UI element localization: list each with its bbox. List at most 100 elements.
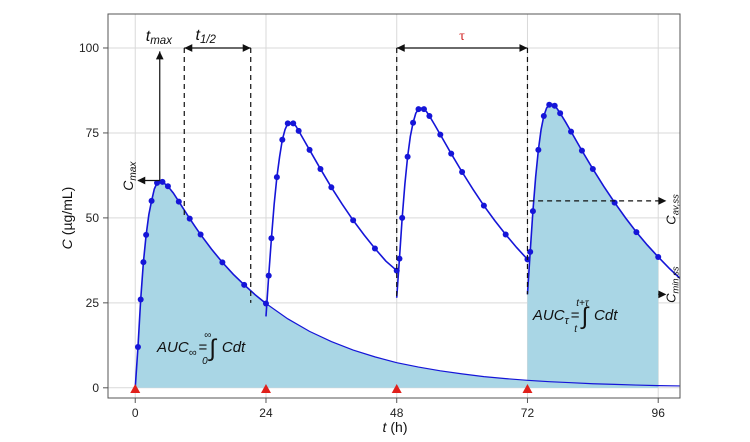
data-point (540, 112, 547, 119)
data-point (241, 281, 248, 288)
data-point (186, 215, 193, 222)
data-point (219, 259, 226, 266)
data-point (410, 119, 417, 126)
cav-ss-label: Cav,ss (664, 194, 681, 225)
data-point (140, 259, 147, 266)
auc-tau-formula-upper: t+τ (576, 298, 590, 309)
auc-infinity-formula-text: AUC∞ =∫ Cdt (156, 335, 246, 362)
x-tick-label: 72 (521, 406, 535, 420)
data-point (154, 179, 161, 186)
data-point (459, 169, 466, 176)
cmin-ss-label: Cmin,ss (664, 266, 681, 303)
dose-markers (130, 384, 533, 393)
data-point (137, 296, 144, 303)
data-point (527, 248, 534, 255)
x-tick-label: 48 (390, 406, 404, 420)
data-point (159, 178, 166, 185)
cmax-label: Cmax (120, 161, 139, 191)
data-point (317, 165, 324, 172)
auc-infinity-formula-upper: ∞ (204, 330, 211, 341)
t-half-label: t1/2 (195, 27, 216, 46)
plot-frame (107, 13, 681, 399)
cmin-ss-arrowhead (658, 290, 667, 299)
data-point (306, 146, 313, 153)
data-point (328, 184, 335, 191)
tau-label: τ (459, 29, 465, 44)
data-point (426, 112, 433, 119)
y-tick-label: 75 (86, 126, 100, 140)
axes: 0 24 48 72 96 0 25 50 75 100 (79, 13, 681, 420)
t-half-arrow-left (184, 44, 193, 52)
dose-marker (522, 384, 533, 393)
data-point (350, 217, 357, 224)
auc-infinity-formula-lower: 0 (202, 356, 208, 367)
data-point (529, 208, 536, 215)
data-point (164, 183, 171, 190)
data-point (273, 174, 280, 181)
data-point (420, 106, 427, 113)
y-tick-label: 50 (86, 211, 100, 225)
tmax-arrowhead (155, 51, 164, 60)
data-point (284, 120, 291, 127)
data-point (633, 229, 640, 236)
auc-tau-formula-text: AUCτ =∫ Cdt (532, 303, 618, 330)
tmax-label: tmax (146, 28, 173, 47)
series-line-2 (265, 121, 398, 317)
data-points (134, 101, 662, 351)
auc-tau-formula-lower: t (574, 324, 578, 335)
data-point (393, 267, 400, 274)
axis-labels: t (h) C (µg/mL) (59, 187, 408, 435)
y-axis-label: C (µg/mL) (59, 187, 75, 250)
dose-marker (130, 384, 141, 393)
x-tick-label: 96 (652, 406, 666, 420)
series-line-3 (395, 107, 529, 298)
data-point (502, 231, 509, 238)
data-point (399, 214, 406, 221)
data-point (290, 120, 297, 127)
x-axis-unit: (h) (390, 419, 407, 435)
x-tick-label: 24 (259, 406, 273, 420)
y-tick-label: 0 (92, 381, 99, 395)
data-point (265, 272, 272, 279)
data-point (134, 344, 141, 351)
data-point (480, 202, 487, 209)
data-point (143, 231, 150, 238)
data-point (295, 127, 302, 134)
data-point (546, 101, 553, 108)
dose-marker (391, 384, 402, 393)
auc-tau-region (527, 104, 659, 388)
data-point (404, 153, 411, 160)
data-point (415, 106, 422, 113)
data-point (578, 147, 585, 154)
cmax-arrowhead (137, 176, 146, 185)
data-point (371, 245, 378, 252)
data-point (568, 128, 575, 135)
data-point (448, 150, 455, 157)
x-axis-label: t (h) (382, 419, 407, 435)
data-point (535, 146, 542, 153)
y-axis-var: C (59, 238, 75, 249)
x-axis-var: t (382, 419, 387, 435)
x-tick-label: 0 (132, 406, 139, 420)
data-point (175, 198, 182, 205)
data-point (279, 136, 286, 143)
auc-infinity-region (135, 180, 659, 388)
auc-regions (135, 104, 659, 388)
tau-arrow-left (396, 44, 405, 52)
y-tick-label: 25 (86, 296, 100, 310)
y-tick-label: 100 (79, 41, 99, 55)
data-point (197, 231, 204, 238)
data-point (551, 102, 558, 109)
data-point (589, 165, 596, 172)
data-point (268, 235, 275, 242)
cav-ss-arrowhead (658, 197, 667, 205)
t-half-arrow-right (242, 44, 251, 52)
dose-marker (260, 384, 271, 393)
data-point (396, 255, 403, 262)
single-dose-tail-line (265, 303, 681, 387)
data-point (557, 110, 564, 117)
